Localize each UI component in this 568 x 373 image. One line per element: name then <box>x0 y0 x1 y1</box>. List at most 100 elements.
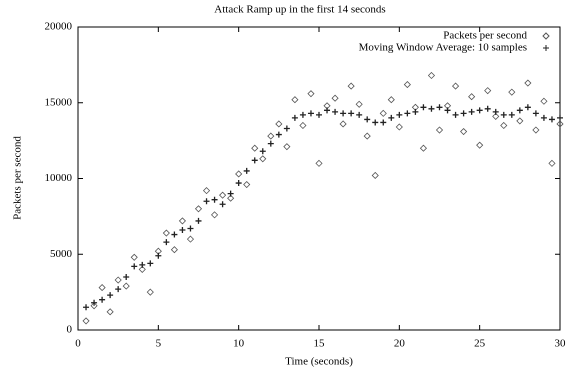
data-point <box>476 141 484 149</box>
y-tick-label: 10000 <box>45 172 73 184</box>
data-point <box>332 108 339 115</box>
x-tick-label: 25 <box>474 338 486 350</box>
data-point <box>98 284 106 292</box>
data-point <box>404 110 411 117</box>
y-axis-label: Packets per second <box>12 136 24 220</box>
data-point <box>371 171 379 180</box>
data-point <box>170 246 178 254</box>
data-point <box>436 104 443 111</box>
data-point <box>251 157 258 164</box>
data-point <box>275 120 283 128</box>
data-point <box>339 120 347 128</box>
data-point <box>90 302 98 310</box>
data-point <box>315 159 323 167</box>
data-point <box>291 114 298 121</box>
data-point <box>460 110 467 117</box>
data-point <box>524 79 532 87</box>
data-point <box>372 119 379 126</box>
data-point <box>155 252 162 259</box>
data-point <box>291 96 299 104</box>
data-point <box>427 71 436 80</box>
x-tick-label: 15 <box>314 338 326 350</box>
data-point <box>275 131 282 138</box>
data-point <box>203 198 210 205</box>
data-point <box>202 187 211 195</box>
data-point <box>99 296 106 303</box>
data-point <box>532 110 539 117</box>
data-point <box>283 143 291 151</box>
data-point <box>557 114 563 121</box>
data-point <box>114 276 122 284</box>
x-axis-label: Time (seconds) <box>285 356 353 368</box>
data-point <box>435 126 444 134</box>
data-point <box>540 97 548 105</box>
data-point <box>412 108 419 115</box>
data-point <box>299 111 306 118</box>
data-point <box>396 111 403 118</box>
data-point <box>395 123 403 131</box>
data-point <box>227 194 235 202</box>
data-point <box>380 119 387 126</box>
data-point <box>387 96 395 104</box>
data-point <box>83 304 90 311</box>
data-point <box>492 112 500 120</box>
data-point <box>516 107 523 114</box>
data-point <box>195 217 202 224</box>
y-tick-label: 20000 <box>45 21 73 33</box>
data-point <box>428 105 435 112</box>
plot-frame <box>77 26 561 331</box>
data-point <box>388 114 395 121</box>
data-point <box>444 107 451 114</box>
data-point <box>219 201 226 208</box>
data-point <box>267 140 274 147</box>
data-point <box>532 126 540 134</box>
data-point <box>419 144 427 152</box>
data-point <box>139 261 146 268</box>
legend-marker <box>543 45 549 51</box>
data-point <box>548 116 555 123</box>
data-point <box>283 125 290 132</box>
data-point <box>331 94 339 102</box>
data-point <box>316 111 322 118</box>
data-point <box>324 107 331 114</box>
data-point <box>235 180 242 187</box>
data-point <box>516 117 524 125</box>
data-point <box>147 260 154 267</box>
data-point <box>107 292 114 299</box>
chart-title: Attack Ramp up in the first 14 seconds <box>214 4 385 16</box>
legend-label: Moving Window Average: 10 samples <box>359 42 527 54</box>
data-point <box>299 121 307 130</box>
x-tick-label: 0 <box>75 338 81 350</box>
data-point <box>106 308 114 316</box>
data-point <box>548 159 556 167</box>
data-point <box>476 107 483 114</box>
data-point <box>348 110 355 117</box>
data-point <box>163 239 170 246</box>
data-point <box>492 108 499 115</box>
data-point <box>403 81 411 89</box>
data-point <box>123 273 130 280</box>
data-point <box>484 87 492 95</box>
data-point <box>524 104 531 111</box>
legend-marker <box>542 32 550 40</box>
data-point <box>122 282 130 290</box>
data-point <box>340 110 347 117</box>
data-point <box>364 116 371 123</box>
x-tick-label: 10 <box>233 338 245 350</box>
data-point <box>82 317 90 325</box>
data-point <box>347 82 355 90</box>
data-point <box>420 104 427 111</box>
data-point <box>508 88 516 96</box>
data-point <box>91 299 98 306</box>
data-point <box>508 111 515 118</box>
data-point <box>356 111 363 118</box>
data-point <box>211 211 219 219</box>
y-tick-label: 5000 <box>50 248 73 260</box>
data-point <box>146 288 154 296</box>
data-point <box>452 82 460 90</box>
data-point <box>267 132 275 140</box>
data-point <box>468 93 476 101</box>
data-point <box>452 111 459 118</box>
data-point <box>355 100 363 108</box>
